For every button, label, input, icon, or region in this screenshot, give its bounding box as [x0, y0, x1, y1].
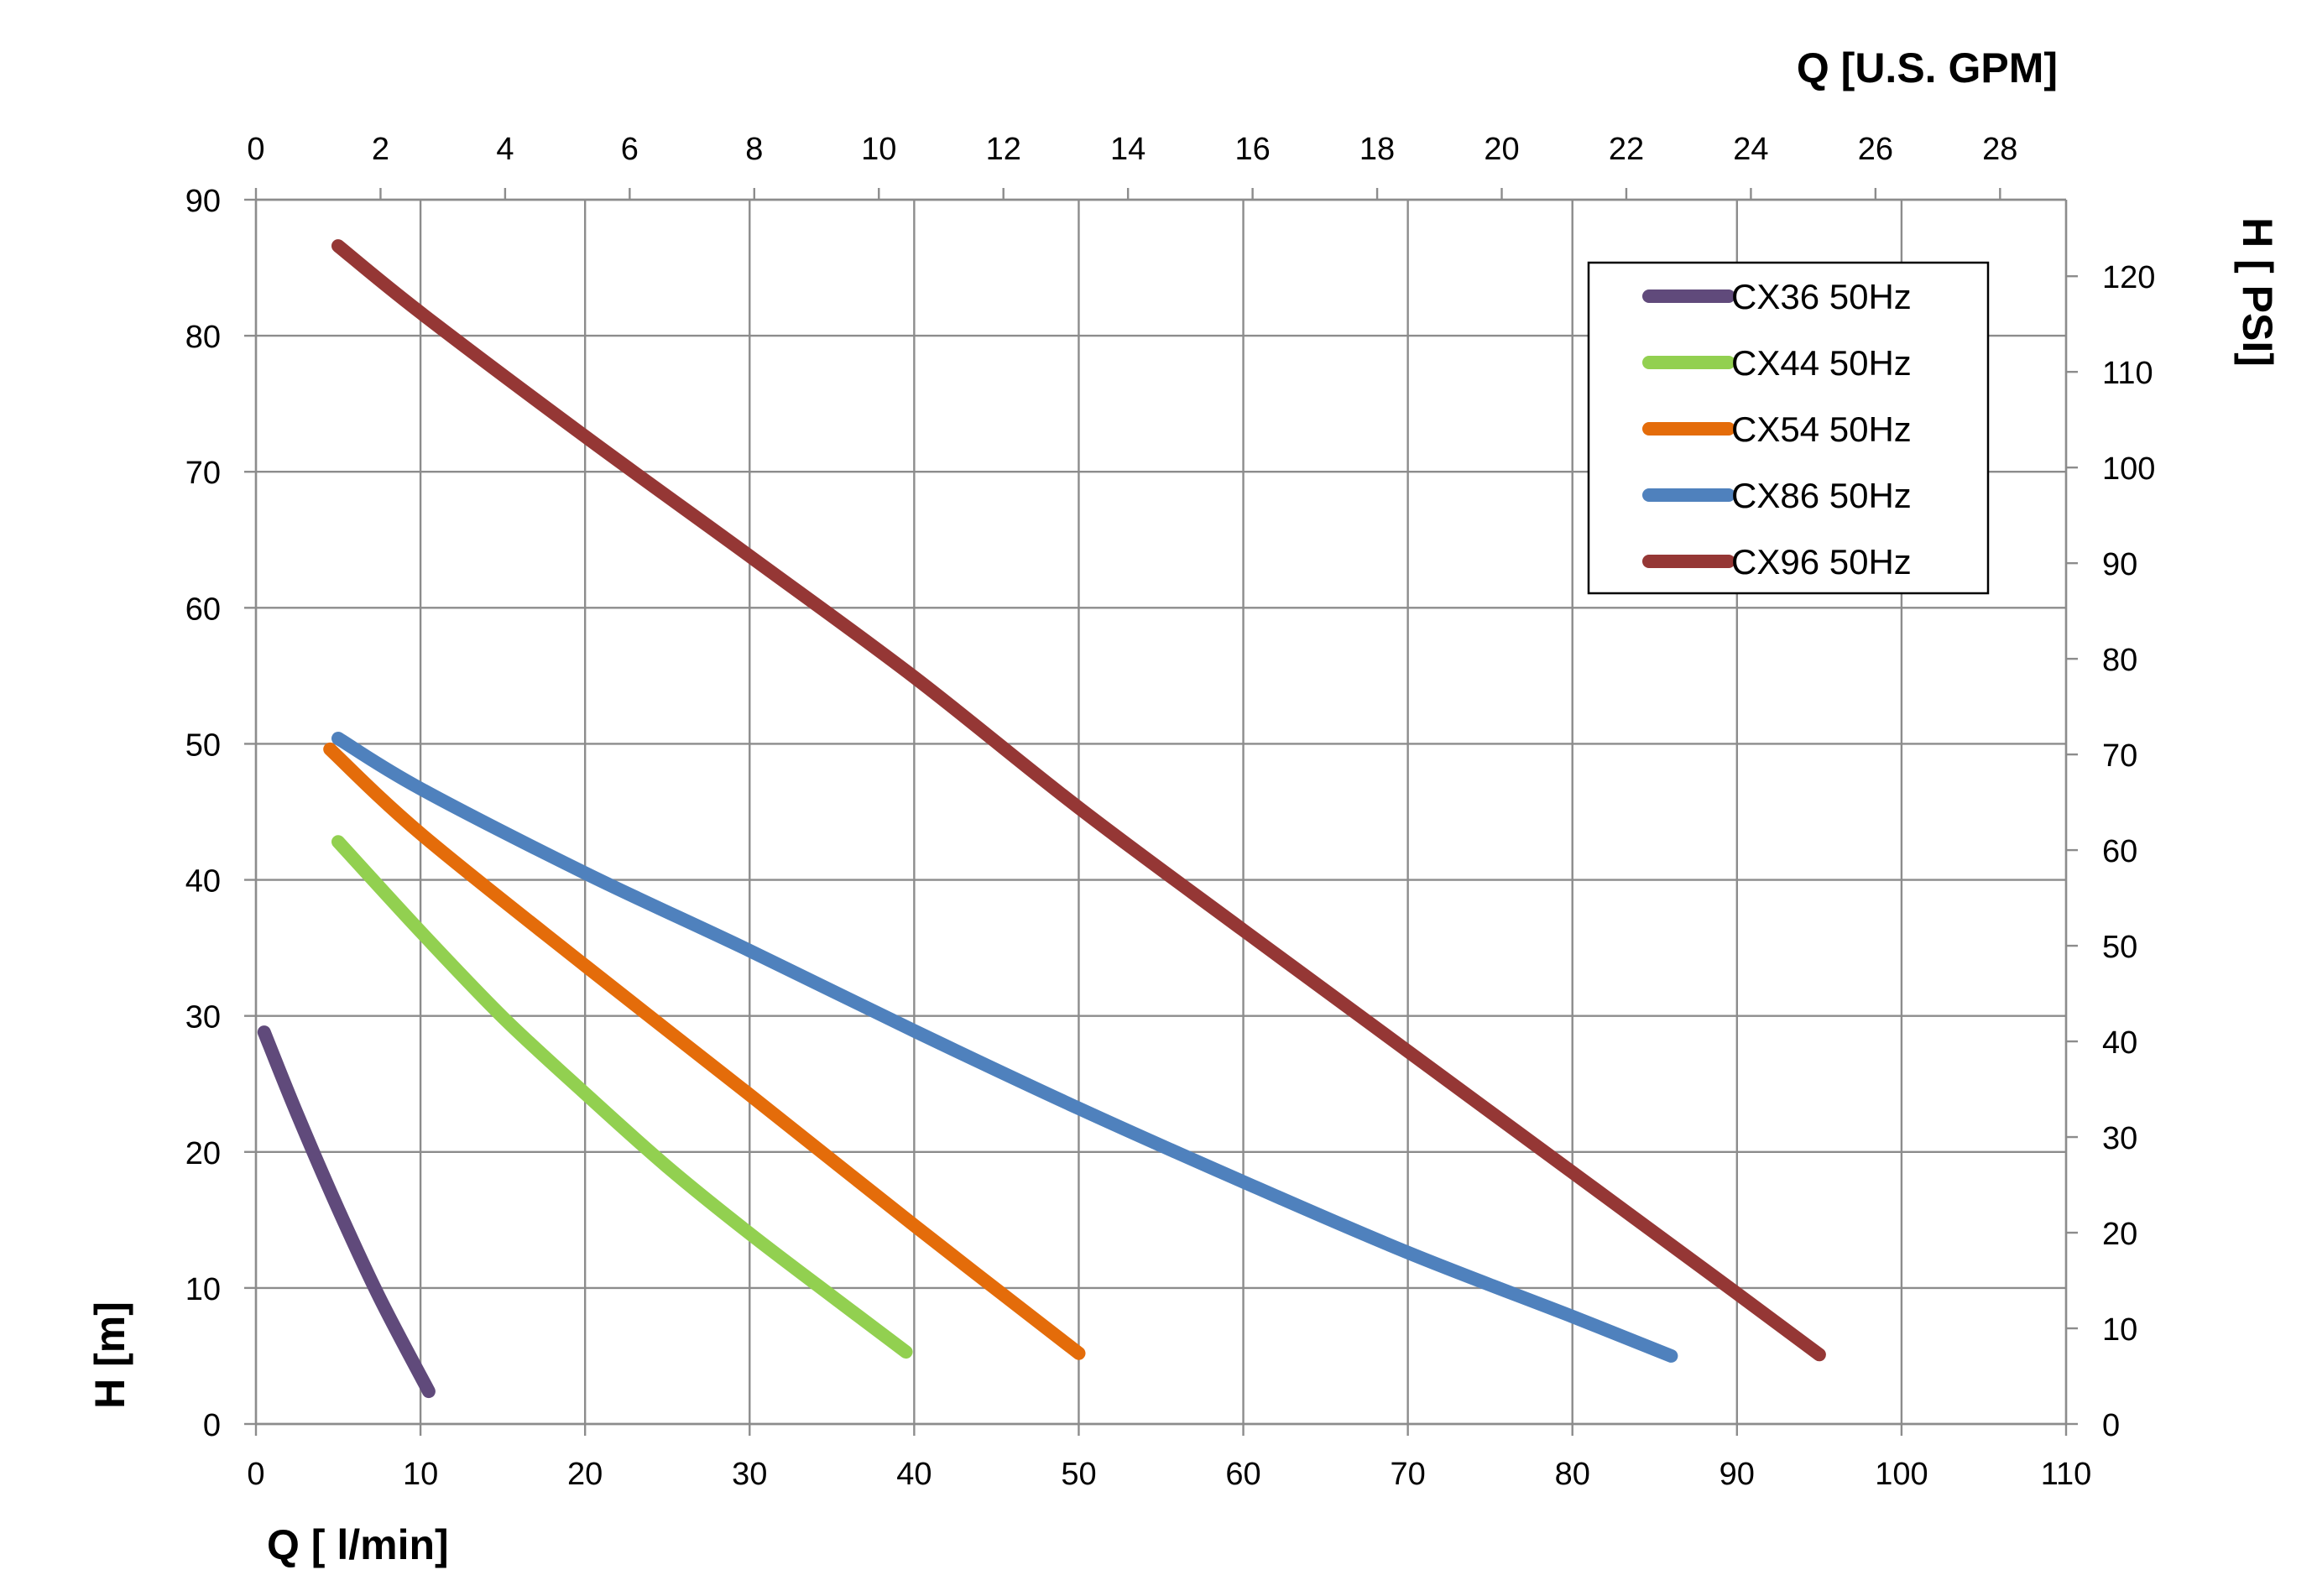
x-bottom-tick-label: 70 [1390, 1457, 1425, 1492]
y-right-tick-label: 100 [2102, 451, 2155, 487]
x-top-tick-label: 4 [496, 132, 514, 167]
y-right-tick-label: 80 [2102, 643, 2137, 678]
x-top-tick-label: 0 [247, 132, 264, 167]
chart-background [0, 0, 2317, 1592]
x-top-tick-label: 26 [1858, 132, 1893, 167]
y-left-tick-label: 10 [185, 1272, 221, 1307]
y-right-tick-label: 40 [2102, 1025, 2137, 1061]
x-top-tick-label: 6 [621, 132, 639, 167]
x-top-tick-label: 16 [1234, 132, 1270, 167]
x-top-tick-label: 14 [1110, 132, 1145, 167]
y-axis-left-title: H [m] [86, 1301, 133, 1409]
legend: CX36 50Hz CX44 50Hz CX54 50Hz CX86 50Hz CX96… [1589, 263, 1988, 593]
y-left-tick-label: 80 [185, 320, 221, 355]
y-right-tick-label: 120 [2102, 260, 2155, 295]
y-right-tick-label: 70 [2102, 738, 2137, 774]
x-top-tick-label: 20 [1484, 132, 1519, 167]
legend-label: CX86 50Hz [1731, 476, 1912, 515]
x-bottom-tick-label: 20 [567, 1457, 603, 1492]
y-left-tick-label: 40 [185, 864, 221, 900]
y-left-tick-label: 0 [203, 1408, 221, 1443]
y-right-tick-label: 60 [2102, 834, 2137, 869]
pump-curve-chart: 0 10 20 30 40 50 60 70 80 90 100 110 0 2 4 6 8 10 12 14 16 18… [0, 0, 2317, 1592]
chart-svg: 0 10 20 30 40 50 60 70 80 90 100 1100 2 4 6 8 10 12 14 16 18… [0, 0, 2317, 1592]
x-top-tick-label: 18 [1359, 132, 1395, 167]
x-bottom-tick-label: 60 [1225, 1457, 1260, 1492]
y-right-tick-label: 90 [2102, 547, 2137, 582]
x-axis-top-title: Q [U.S. GPM] [1797, 44, 2058, 91]
y-right-tick-label: 110 [2102, 356, 2153, 391]
x-top-tick-label: 2 [372, 132, 389, 167]
x-top-tick-label: 12 [986, 132, 1021, 167]
y-right-tick-label: 30 [2102, 1121, 2137, 1156]
y-left-tick-label: 50 [185, 728, 221, 763]
x-axis-bottom-title: Q [ l/min] [267, 1521, 449, 1568]
y-right-tick-label: 10 [2102, 1312, 2137, 1348]
legend-label: CX44 50Hz [1731, 343, 1912, 383]
x-bottom-tick-label: 40 [896, 1457, 931, 1492]
y-left-tick-label: 90 [185, 184, 221, 219]
y-right-tick-label: 0 [2102, 1408, 2120, 1443]
y-right-tick-label: 20 [2102, 1217, 2137, 1252]
x-bottom-tick-label: 50 [1061, 1457, 1096, 1492]
x-bottom-tick-label: 110 [2041, 1457, 2092, 1492]
x-top-tick-label: 28 [1982, 132, 2017, 167]
x-top-tick-label: 8 [745, 132, 763, 167]
x-bottom-tick-label: 100 [1875, 1457, 1928, 1492]
y-right-tick-label: 50 [2102, 930, 2137, 965]
y-left-tick-label: 60 [185, 592, 221, 627]
x-bottom-tick-label: 10 [403, 1457, 438, 1492]
x-bottom-tick-label: 30 [732, 1457, 767, 1492]
x-top-tick-label: 24 [1733, 132, 1768, 167]
x-bottom-tick-label: 90 [1719, 1457, 1755, 1492]
y-left-tick-label: 20 [185, 1136, 221, 1171]
y-left-tick-label: 30 [185, 1000, 221, 1035]
legend-label: CX36 50Hz [1731, 277, 1912, 316]
y-left-tick-label: 70 [185, 456, 221, 491]
legend-label: CX96 50Hz [1731, 542, 1912, 582]
x-bottom-tick-label: 0 [247, 1457, 264, 1492]
x-bottom-tick-label: 80 [1555, 1457, 1590, 1492]
x-top-tick-label: 10 [861, 132, 896, 167]
y-axis-right-title: H [ PSI] [2234, 217, 2281, 367]
legend-label: CX54 50Hz [1731, 409, 1912, 449]
x-top-tick-label: 22 [1609, 132, 1644, 167]
